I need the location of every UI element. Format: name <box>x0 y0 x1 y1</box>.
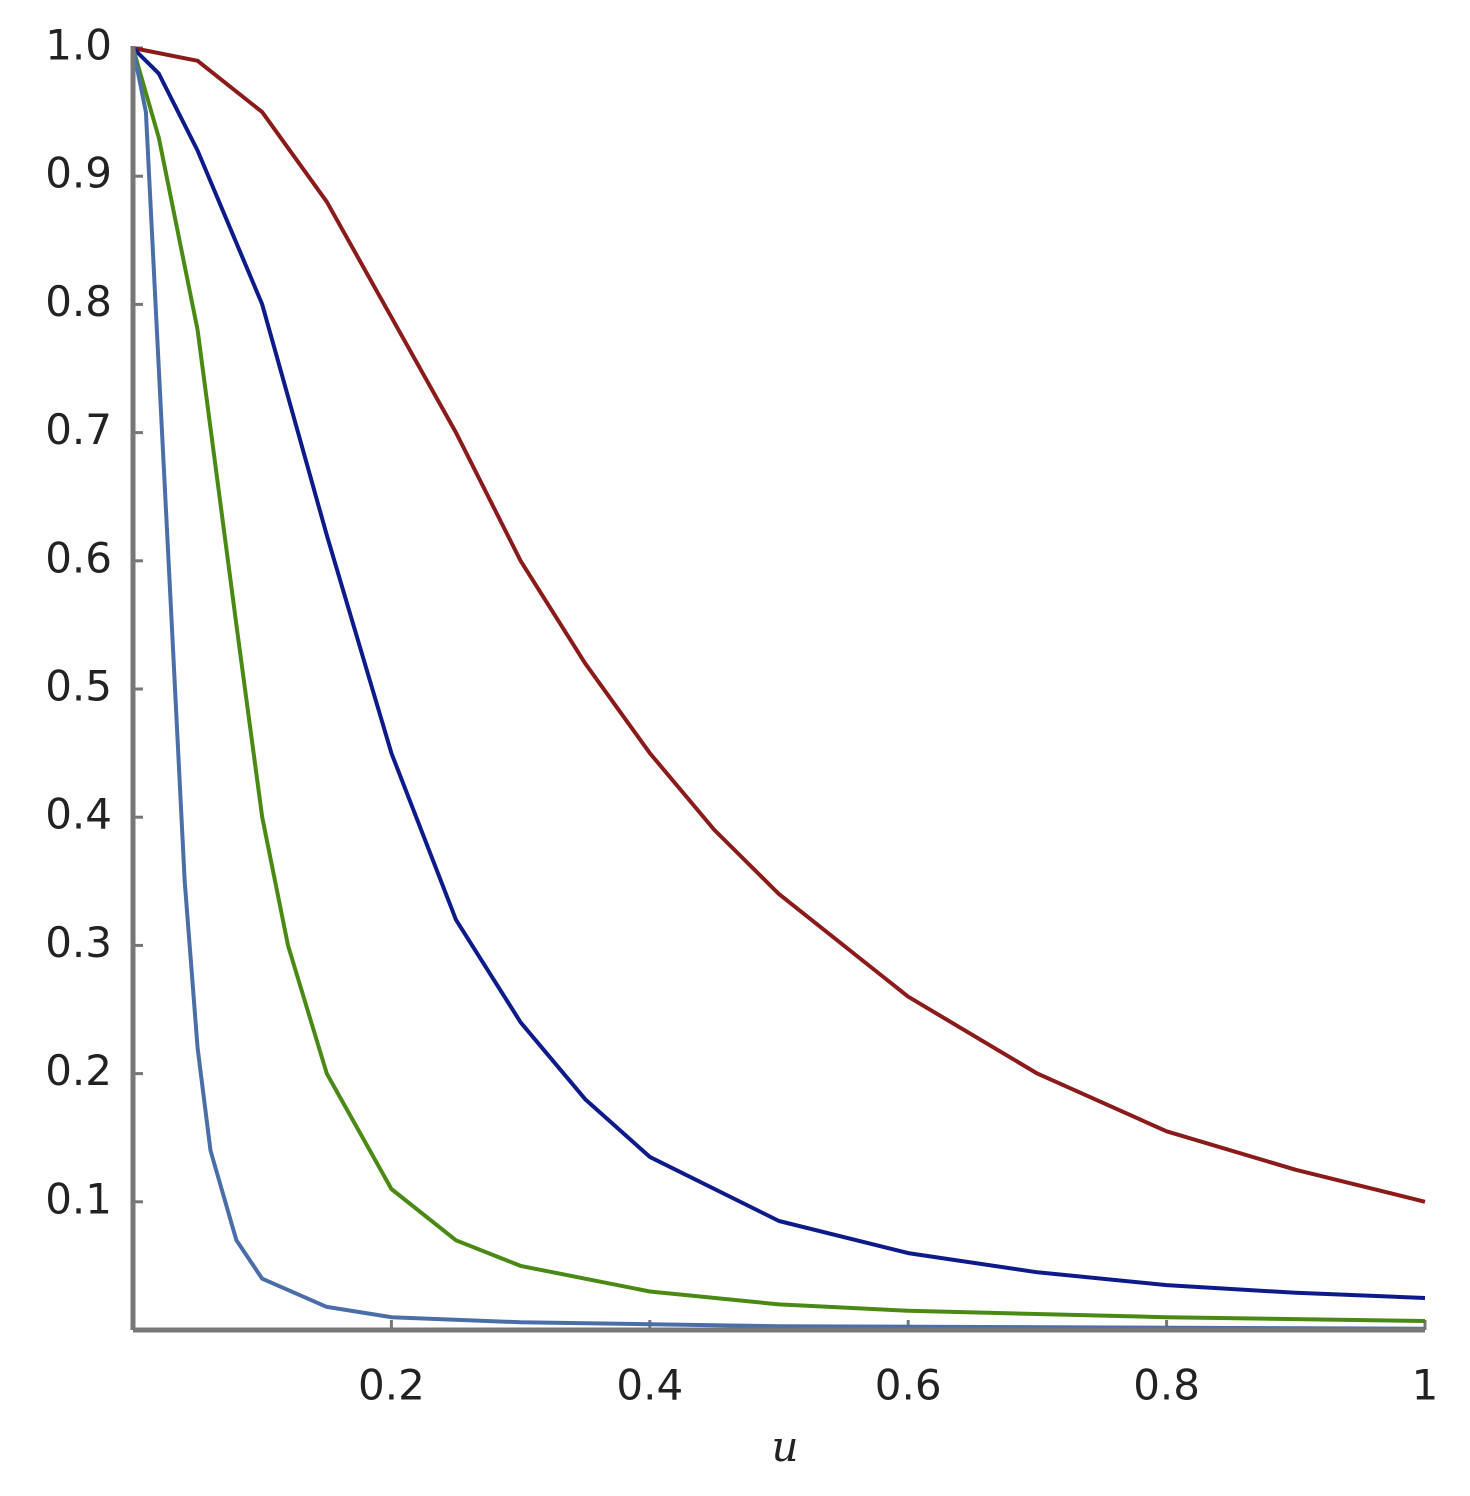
x-tick-label: 0.2 <box>358 1361 425 1410</box>
y-tick-label: 0.2 <box>45 1046 112 1095</box>
y-tick-label: 0.6 <box>45 533 112 582</box>
y-tick-label: 1.0 <box>45 21 112 70</box>
x-tick-label: 0.4 <box>616 1361 683 1410</box>
y-tick-label: 0.7 <box>45 405 112 454</box>
y-tick-label: 0.5 <box>45 662 112 711</box>
y-tick-label: 0.1 <box>45 1174 112 1223</box>
x-tick-label: 1 <box>1412 1361 1439 1410</box>
x-tick-label: 0.6 <box>875 1361 942 1410</box>
y-tick-label: 0.4 <box>45 790 112 839</box>
x-axis-label: u <box>771 1422 798 1471</box>
y-tick-label: 0.8 <box>45 277 112 326</box>
y-tick-label: 0.3 <box>45 918 112 967</box>
curve <box>131 46 1426 1300</box>
y-tick-label: 0.9 <box>45 149 112 198</box>
curve <box>131 47 1426 1331</box>
curve <box>131 47 1426 1323</box>
x-tick-label: 0.8 <box>1133 1361 1200 1410</box>
curve <box>132 46 1426 1204</box>
